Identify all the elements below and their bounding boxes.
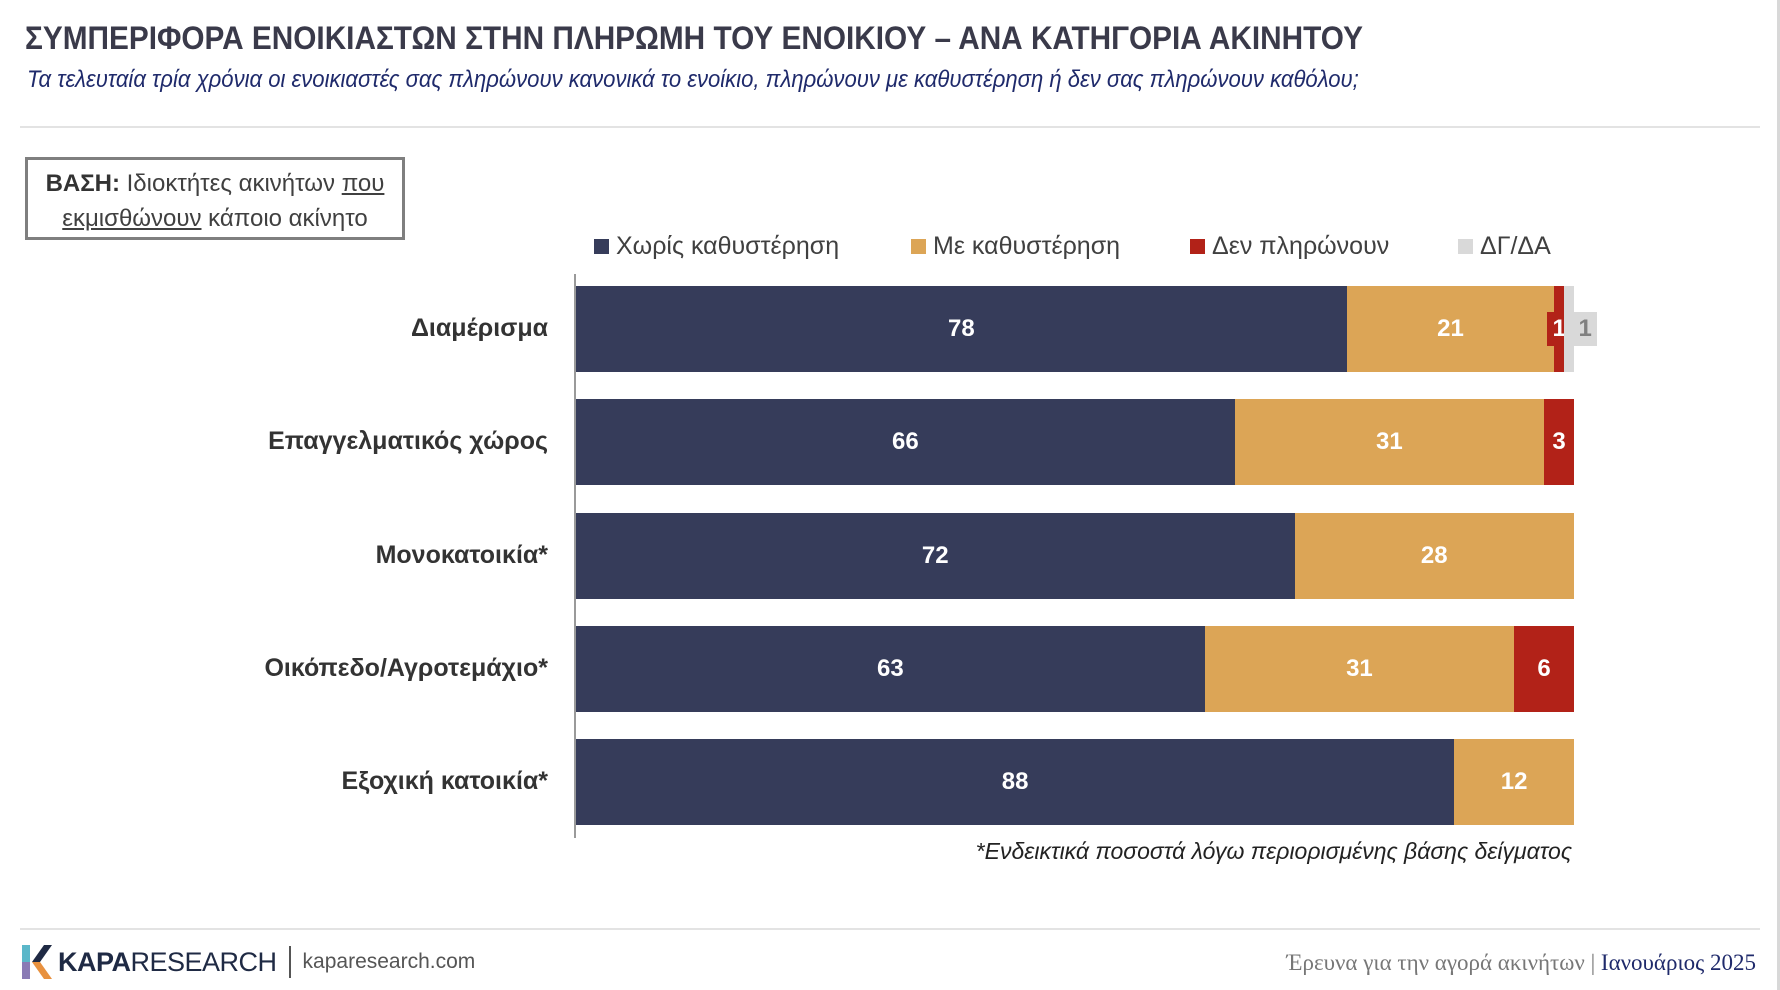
bar-segment: 31 — [1234, 399, 1545, 486]
category-label: Μονοκατοικία* — [375, 540, 548, 569]
base-label: ΒΑΣΗ: — [45, 170, 120, 197]
survey-date: Ιανουάριος 2025 — [1600, 950, 1756, 975]
bar-segment: 31 — [1204, 625, 1515, 712]
bar-segment: 6 — [1514, 625, 1574, 712]
legend-item: Με καθυστέρηση — [911, 232, 1120, 261]
legend-item: ΔΓ/ΔΑ — [1458, 232, 1551, 261]
bar-segment: 12 — [1454, 739, 1574, 826]
base-text-2: που — [341, 170, 385, 197]
legend-swatch — [911, 239, 926, 254]
bar-segment: 3 — [1544, 399, 1574, 486]
legend-label: Χωρίς καθυστέρηση — [616, 232, 840, 260]
footer-survey-info: Έρευνα για την αγορά ακινήτων | Ιανουάρι… — [1287, 950, 1756, 976]
bar-segment: 72 — [576, 512, 1295, 599]
page-title: ΣΥΜΠΕΡΙΦΟΡΑ ΕΝΟΙΚΙΑΣΤΩΝ ΣΤΗΝ ΠΛΗΡΩΜΗ ΤΟΥ… — [25, 20, 1363, 56]
bar-segment — [1564, 286, 1574, 372]
bar-segment: 78 — [576, 286, 1347, 372]
header-divider — [20, 126, 1760, 128]
bar-segment: 66 — [576, 399, 1235, 486]
legend-swatch — [594, 239, 609, 254]
bar-segment: 63 — [576, 625, 1205, 712]
footer-divider — [20, 928, 1760, 930]
chart-footnote: *Ενδεικτικά ποσοστά λόγω περιορισμένης β… — [975, 838, 1572, 864]
category-label: Διαμέρισμα — [410, 314, 548, 342]
category-label: Οικόπεδο/Αγροτεμάχιο* — [264, 653, 548, 682]
category-label: Επαγγελματικός χώρος — [268, 427, 548, 456]
base-text-3: εκμισθώνουν — [62, 205, 202, 232]
right-edge-line — [1777, 0, 1780, 990]
survey-name: Έρευνα για την αγορά ακινήτων — [1286, 950, 1585, 975]
base-note-box: ΒΑΣΗ: Ιδιοκτήτες ακινήτων που εκμισθώνου… — [25, 157, 405, 240]
data-label-callout: 1 — [1573, 312, 1598, 346]
page-subtitle: Τα τελευταία τρία χρόνια οι ενοικιαστές … — [27, 66, 1359, 93]
category-label: Εξοχική κατοικία* — [341, 767, 548, 796]
legend-item: Δεν πληρώνουν — [1190, 232, 1389, 261]
brand-name: KAPARESEARCH — [58, 947, 277, 978]
brand-bold: KAPA — [58, 946, 131, 977]
legend-label: Με καθυστέρηση — [933, 232, 1121, 260]
bar-segment: 88 — [576, 739, 1455, 826]
website-link[interactable]: kaparesearch.com — [302, 950, 476, 973]
footer-separator: | — [1590, 950, 1596, 975]
category-axis-line — [574, 274, 576, 838]
bar-segment: 28 — [1294, 512, 1574, 599]
legend-swatch — [1190, 239, 1205, 254]
base-text-1: Ιδιοκτήτες ακινήτων — [126, 170, 336, 197]
logo-separator — [288, 946, 291, 978]
bar-segment: 21 — [1346, 286, 1555, 372]
legend-item: Χωρίς καθυστέρηση — [594, 232, 839, 261]
brand-light: RESEARCH — [130, 946, 278, 977]
legend-label: Δεν πληρώνουν — [1212, 232, 1390, 260]
base-text-4: κάποιο ακίνητο — [208, 205, 368, 232]
kapa-research-logo: KAPARESEARCH kaparesearch.com — [22, 944, 475, 980]
kapa-logo-icon — [22, 945, 52, 979]
legend-label: ΔΓ/ΔΑ — [1480, 232, 1551, 260]
legend-swatch — [1458, 239, 1473, 254]
